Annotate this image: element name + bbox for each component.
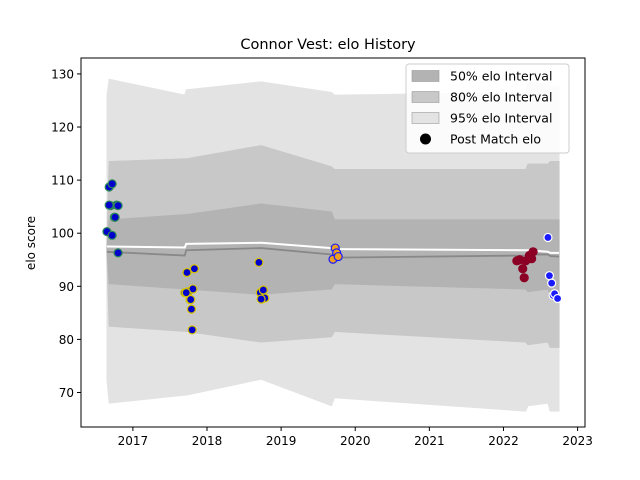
post-match-point — [107, 179, 117, 189]
legend-swatch — [411, 70, 440, 82]
post-match-point — [187, 325, 197, 335]
legend-label: 50% elo Interval — [450, 69, 552, 84]
y-tick-label: 100 — [51, 227, 74, 241]
x-axis: 2017 2018 2019 2020 2021 2022 2023 — [118, 427, 593, 448]
post-match-point — [186, 294, 196, 305]
post-match-point — [104, 200, 114, 210]
legend-swatch — [411, 112, 440, 124]
post-match-point — [258, 285, 268, 295]
post-match-point — [528, 247, 538, 257]
y-tick-label: 130 — [51, 67, 74, 81]
post-match-point — [110, 212, 120, 222]
legend-label: Post Match elo — [450, 132, 541, 147]
y-axis-label: elo score — [24, 216, 38, 270]
x-tick-label: 2018 — [192, 434, 223, 448]
legend-marker — [420, 133, 431, 145]
plot-area — [102, 78, 563, 412]
y-tick-label: 80 — [59, 333, 74, 347]
legend-frame — [405, 63, 570, 154]
x-tick-label: 2023 — [562, 434, 593, 448]
post-match-point — [113, 248, 123, 258]
post-match-points — [102, 179, 563, 335]
y-tick-label: 120 — [51, 121, 74, 135]
chart-title: Connor Vest: elo History — [240, 37, 416, 53]
post-match-point — [186, 304, 197, 314]
post-match-point — [181, 288, 191, 298]
post-match-point — [519, 273, 529, 283]
post-match-point — [552, 293, 563, 304]
post-match-point — [547, 278, 557, 288]
axes-frame — [80, 57, 586, 428]
post-match-point — [107, 230, 117, 240]
legend-label: 95% elo Interval — [450, 111, 552, 126]
post-match-point — [543, 232, 553, 243]
y-tick-label: 110 — [51, 174, 74, 188]
x-tick-label: 2022 — [488, 434, 519, 448]
post-match-point — [182, 267, 192, 278]
post-match-point — [254, 257, 264, 268]
legend-label: 80% elo Interval — [450, 90, 552, 105]
y-tick-label: 70 — [59, 386, 74, 400]
legend: 50% elo Interval 80% elo Interval 95% elo … — [405, 63, 570, 154]
x-tick-label: 2017 — [118, 434, 149, 448]
x-tick-label: 2021 — [414, 434, 445, 448]
post-match-point — [333, 251, 343, 262]
y-axis: 70 80 90 100 110 120 130 — [51, 67, 81, 400]
y-tick-label: 90 — [59, 280, 74, 294]
legend-swatch — [411, 91, 440, 103]
x-tick-label: 2019 — [266, 434, 297, 448]
x-tick-label: 2020 — [340, 434, 371, 448]
post-match-point — [518, 264, 528, 274]
post-match-point — [113, 201, 123, 211]
post-match-point — [544, 271, 555, 281]
post-match-point — [189, 264, 199, 274]
post-match-point — [256, 294, 266, 304]
